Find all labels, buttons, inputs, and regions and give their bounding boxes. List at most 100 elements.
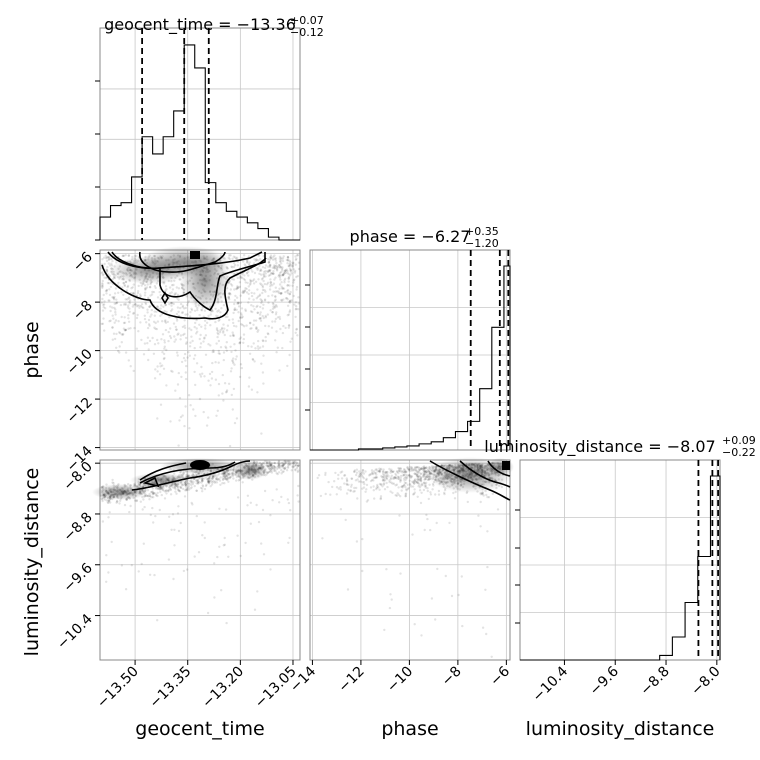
sample-point <box>211 477 215 480</box>
sample-point <box>284 459 287 463</box>
sample-point <box>217 349 220 353</box>
sample-point <box>222 474 226 478</box>
sample-point <box>109 305 112 308</box>
sample-point <box>394 494 397 497</box>
sample-point <box>229 293 232 296</box>
sample-point <box>109 309 112 313</box>
sample-point <box>419 479 423 482</box>
sample-point <box>263 266 267 270</box>
sample-point <box>124 328 127 331</box>
sample-point <box>121 286 124 289</box>
sample-point <box>189 404 192 407</box>
sample-point <box>122 321 126 325</box>
sample-point <box>232 387 236 391</box>
sample-point <box>118 502 121 505</box>
sample-point <box>417 475 420 478</box>
sample-point <box>204 334 208 337</box>
hist-lumdist-panel: −10.4 −9.6 −8.8 −8.0 luminosity_distance = … <box>484 434 755 740</box>
sample-point <box>373 472 377 475</box>
sample-point <box>224 474 227 478</box>
sample-point <box>153 491 156 495</box>
sample-point <box>276 265 279 268</box>
sample-point <box>418 468 422 472</box>
sample-point <box>182 356 186 360</box>
sample-point <box>204 475 208 478</box>
sample-point <box>151 491 155 495</box>
sample-point <box>176 512 180 515</box>
sample-point <box>192 474 195 477</box>
sample-point <box>146 311 149 314</box>
sample-point <box>232 278 236 281</box>
sample-point <box>224 472 227 476</box>
sample-point <box>297 308 300 311</box>
sample-point <box>260 432 263 435</box>
sample-point <box>190 486 193 489</box>
sample-point <box>443 492 446 496</box>
sample-point <box>187 394 191 397</box>
sample-point <box>252 305 255 308</box>
sample-point <box>122 303 126 306</box>
sample-point <box>479 525 482 528</box>
sample-point <box>292 465 296 468</box>
title-luminosity-distance: luminosity_distance = −8.07 <box>484 437 715 457</box>
sample-point <box>199 486 203 490</box>
sample-point <box>404 494 407 498</box>
sample-point <box>491 492 494 495</box>
sample-point <box>256 268 259 271</box>
sample-point <box>237 301 240 305</box>
sample-point <box>289 299 292 302</box>
sample-point <box>256 391 259 394</box>
sample-point <box>413 623 416 626</box>
sample-point <box>269 256 273 259</box>
sample-point <box>235 325 238 328</box>
title-phase-lower: −1.20 <box>465 237 499 250</box>
sample-point <box>198 477 202 480</box>
sample-point <box>395 483 399 486</box>
sample-point <box>128 300 131 304</box>
sample-point <box>152 320 156 323</box>
sample-point <box>266 313 269 316</box>
sample-point <box>106 265 109 269</box>
sample-point <box>431 488 434 491</box>
sample-point <box>182 333 185 337</box>
sample-point <box>290 272 293 275</box>
sample-point <box>402 473 406 477</box>
sample-point <box>176 489 180 492</box>
sample-point <box>448 521 451 525</box>
sample-point <box>253 308 256 311</box>
sample-point <box>242 341 245 344</box>
sample-point <box>106 501 110 504</box>
sample-point <box>107 257 111 261</box>
sample-point <box>233 363 236 366</box>
sample-point <box>269 466 272 469</box>
sample-point <box>403 484 406 487</box>
sample-point <box>223 482 226 485</box>
sample-point <box>135 254 138 258</box>
sample-point <box>347 488 350 492</box>
sample-point <box>175 286 178 289</box>
sample-point <box>376 485 379 488</box>
sample-point <box>235 296 239 299</box>
sample-point <box>266 332 269 335</box>
sample-point <box>181 304 185 307</box>
sample-point <box>104 289 108 293</box>
scatter-lumdist-phase-grid <box>310 460 510 660</box>
sample-point <box>252 278 256 281</box>
sample-point <box>215 342 218 345</box>
sample-point <box>270 326 274 329</box>
sample-point <box>420 634 423 637</box>
sample-point <box>102 303 106 306</box>
sample-point <box>267 294 270 298</box>
sample-point <box>112 296 115 299</box>
sample-point <box>282 463 285 466</box>
sample-point <box>108 264 112 267</box>
sample-point <box>232 357 235 360</box>
sample-point <box>101 322 105 325</box>
sample-point <box>104 498 107 501</box>
sample-point <box>354 479 358 482</box>
sample-point <box>264 264 268 267</box>
sample-point <box>247 262 251 266</box>
sample-point <box>200 365 203 369</box>
sample-point <box>372 489 375 492</box>
sample-point <box>484 588 487 591</box>
